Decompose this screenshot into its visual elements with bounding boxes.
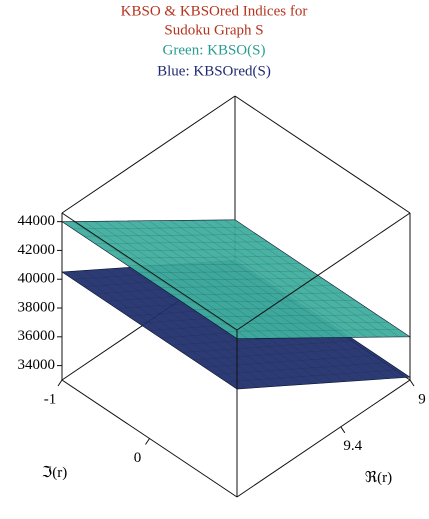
y-tick-label: 0 xyxy=(134,450,142,466)
mesh-line xyxy=(94,221,270,339)
y-axis-label: ℑ(r) xyxy=(42,465,67,481)
mesh-line xyxy=(83,221,259,339)
mesh-line xyxy=(72,226,246,230)
z-tick-label: 34000 xyxy=(18,357,56,373)
mesh-line xyxy=(193,307,367,310)
mesh-line xyxy=(159,220,335,338)
mesh-line xyxy=(83,234,257,237)
mesh-line xyxy=(115,220,292,339)
mesh-line xyxy=(215,362,389,375)
mesh-line xyxy=(204,314,378,317)
mesh-line xyxy=(202,219,378,338)
mesh-line xyxy=(213,219,389,338)
z-tick-label: 42000 xyxy=(18,242,56,258)
mesh-line xyxy=(126,220,303,339)
mesh-line xyxy=(215,321,389,325)
box-edge xyxy=(236,379,411,498)
mesh-line xyxy=(94,269,270,388)
mesh-line xyxy=(94,241,268,244)
mesh-line xyxy=(226,369,400,382)
box-edge xyxy=(234,95,411,214)
chart-title: Sudoku Graph S xyxy=(164,22,263,38)
mesh-line xyxy=(180,220,357,338)
x-tick xyxy=(340,426,346,434)
mesh-line xyxy=(224,219,400,338)
x-tick-label: 9.4 xyxy=(343,438,362,454)
mesh-line xyxy=(182,299,356,303)
mesh-line xyxy=(149,278,323,281)
mesh-line xyxy=(105,220,281,339)
z-tick-label: 40000 xyxy=(18,271,56,287)
mesh-line xyxy=(160,285,334,288)
mesh-line xyxy=(226,329,400,332)
box-edge xyxy=(236,212,411,331)
z-tick-label: 36000 xyxy=(18,328,56,344)
mesh-line xyxy=(138,270,312,274)
mesh-line xyxy=(182,340,356,353)
mesh-line xyxy=(126,267,303,385)
chart-title: KBSO & KBSOred Indices for xyxy=(121,3,308,19)
z-tick-label: 44000 xyxy=(18,213,56,229)
mesh-line xyxy=(193,347,367,361)
mesh-line xyxy=(204,354,378,368)
chart-subtitle: Blue: KBSOred(S) xyxy=(157,63,271,79)
x-tick-label: 9 xyxy=(418,391,426,407)
mesh-line xyxy=(127,263,301,266)
box-edge xyxy=(61,95,236,214)
box-edge xyxy=(61,212,238,331)
mesh-line xyxy=(105,248,279,252)
y-tick xyxy=(145,438,150,445)
chart-subtitle: Green: KBSO(S) xyxy=(163,42,266,58)
x-axis-label: ℜ(r) xyxy=(365,470,392,486)
x-tick xyxy=(409,379,415,387)
mesh-line xyxy=(115,268,292,386)
mesh-line xyxy=(148,220,324,338)
z-tick-label: 38000 xyxy=(18,299,56,315)
y-tick-label: -1 xyxy=(44,391,57,407)
y-tick xyxy=(57,379,63,387)
mesh-line xyxy=(83,270,259,388)
mesh-line xyxy=(72,271,248,389)
mesh-line xyxy=(191,220,367,338)
mesh-line xyxy=(137,220,313,339)
mesh-line xyxy=(169,220,346,338)
mesh-line xyxy=(105,268,281,387)
mesh-line xyxy=(171,292,345,296)
mesh-line xyxy=(72,221,248,339)
mesh-line xyxy=(116,256,290,259)
